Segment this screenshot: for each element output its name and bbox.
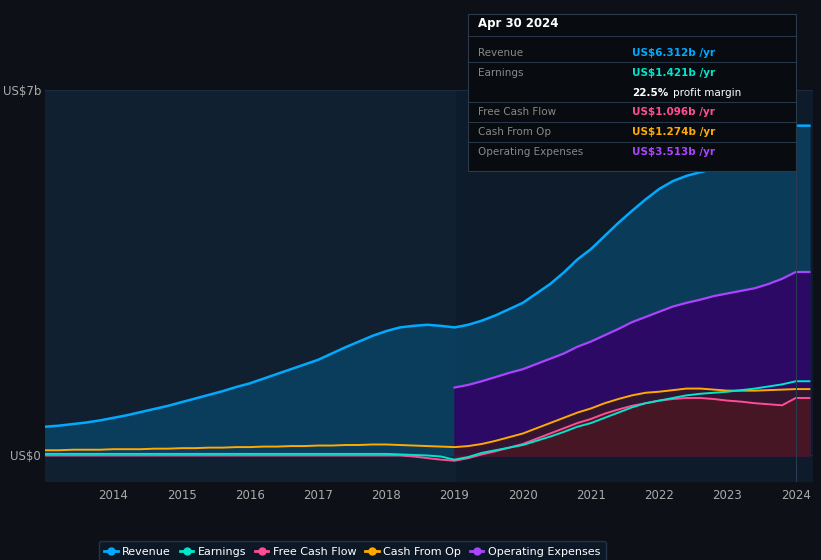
Text: Apr 30 2024: Apr 30 2024	[478, 17, 558, 30]
Text: Revenue: Revenue	[478, 48, 523, 58]
Text: US$1.274b /yr: US$1.274b /yr	[632, 127, 715, 137]
Legend: Revenue, Earnings, Free Cash Flow, Cash From Op, Operating Expenses: Revenue, Earnings, Free Cash Flow, Cash …	[99, 541, 606, 560]
Text: 22.5%: 22.5%	[632, 87, 668, 97]
Bar	[45, 90, 455, 482]
Text: US$3.513b /yr: US$3.513b /yr	[632, 147, 715, 157]
Text: US$6.312b /yr: US$6.312b /yr	[632, 48, 715, 58]
Text: US$1.096b /yr: US$1.096b /yr	[632, 108, 715, 118]
Text: profit margin: profit margin	[673, 87, 741, 97]
Text: Free Cash Flow: Free Cash Flow	[478, 108, 556, 118]
Text: Earnings: Earnings	[478, 68, 523, 78]
Text: Operating Expenses: Operating Expenses	[478, 147, 583, 157]
Text: Cash From Op: Cash From Op	[478, 127, 551, 137]
Text: US$1.421b /yr: US$1.421b /yr	[632, 68, 715, 78]
